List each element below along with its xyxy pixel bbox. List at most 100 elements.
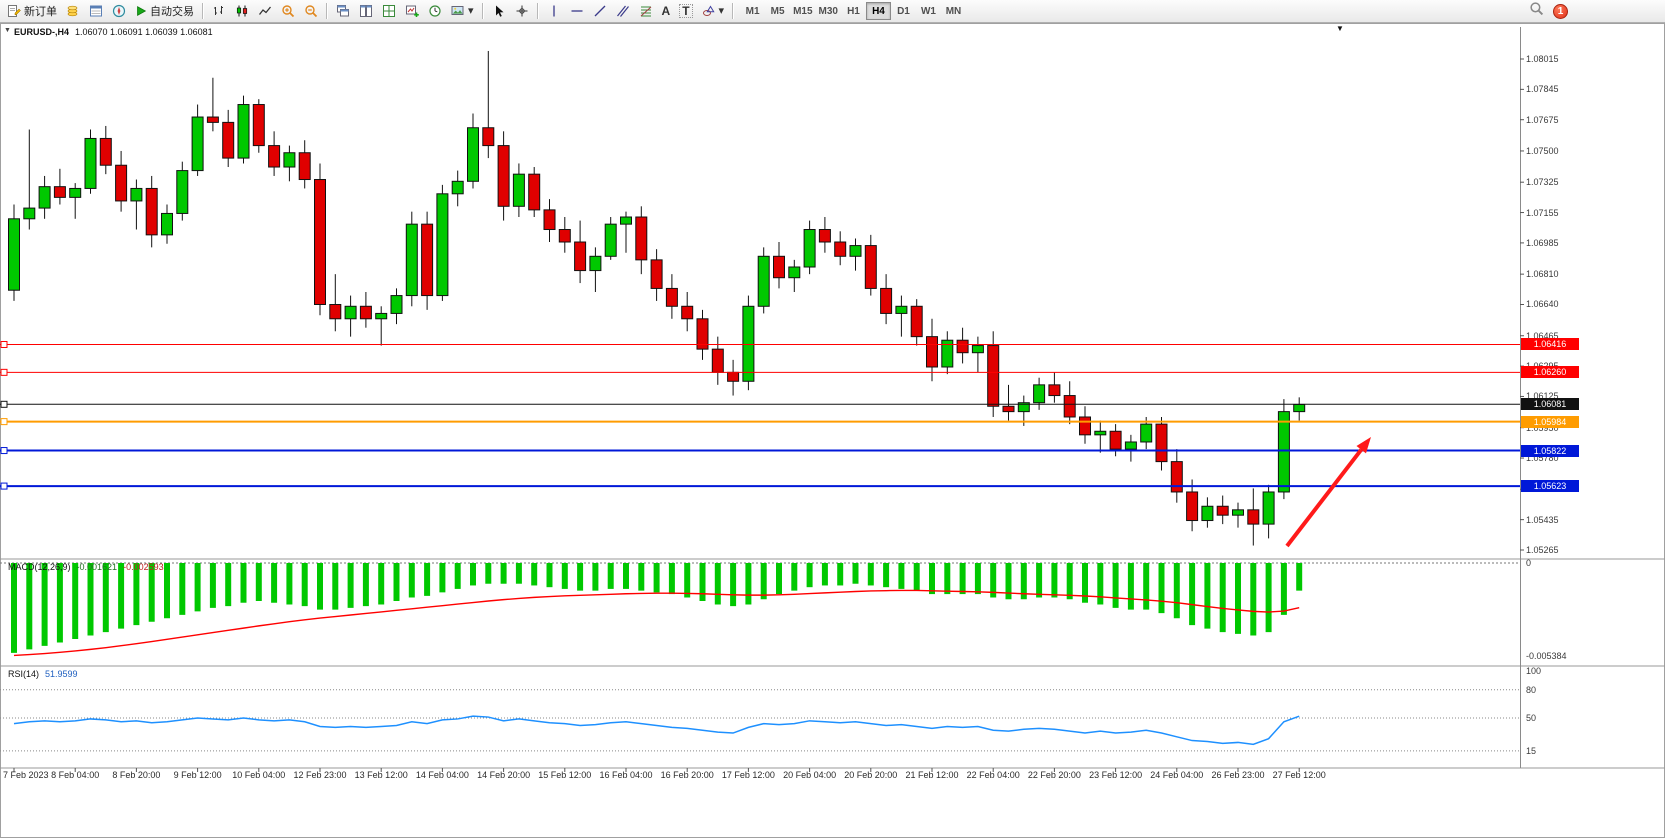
zoom-out-button[interactable] (300, 1, 322, 21)
candle-down (53, 186, 66, 198)
auto-trading-label: 自动交易 (150, 6, 194, 18)
candle-up (161, 212, 173, 236)
candle-up (512, 173, 525, 207)
notification-badge[interactable]: 1 (1553, 3, 1568, 19)
new-chart-plus-icon (405, 4, 419, 18)
candle-up (84, 137, 97, 189)
tile-windows-button[interactable] (355, 1, 377, 21)
candle-down (864, 245, 877, 289)
candle-up (589, 255, 602, 272)
market-watch-button[interactable] (62, 1, 84, 21)
candle-up (69, 187, 82, 198)
candle-down (329, 303, 342, 320)
price-line-handle[interactable] (0, 340, 8, 348)
trendline-icon (593, 4, 607, 18)
price-line-handle[interactable] (0, 368, 8, 376)
horizontal-line-icon (570, 4, 584, 18)
price-line-handle[interactable] (0, 418, 8, 426)
candle-down (252, 104, 265, 147)
toolbar-separator (732, 3, 735, 19)
timeframe-button-M1[interactable]: M1 (745, 5, 760, 17)
grid-button[interactable] (378, 1, 400, 21)
timeframe-button-M5[interactable]: M5 (770, 5, 785, 17)
candle-up (436, 193, 449, 297)
grid-icon (382, 4, 396, 18)
timeframe-button-H4[interactable]: H4 (865, 2, 891, 20)
candle-down (558, 229, 571, 243)
line-chart-button[interactable] (254, 1, 276, 21)
price-line-handle[interactable] (0, 482, 8, 490)
cursor-button[interactable] (488, 1, 510, 21)
data-window-button[interactable] (85, 1, 107, 21)
candle-down (910, 305, 923, 338)
zoom-in-button[interactable] (277, 1, 299, 21)
candle-down (1216, 505, 1229, 516)
navigator-button[interactable] (108, 1, 130, 21)
timeframe-button-MN[interactable]: MN (945, 5, 962, 17)
candle-down (635, 216, 648, 261)
bar-chart-button[interactable] (208, 1, 230, 21)
channel-icon (616, 4, 630, 18)
chart-plot-area[interactable] (0, 23, 1665, 838)
candle-up (467, 127, 479, 182)
candle-down (1002, 405, 1015, 413)
candlestick-chart-button[interactable] (231, 1, 253, 21)
fibonacci-button[interactable] (635, 1, 657, 21)
candle-down (1155, 423, 1168, 463)
candle-down (115, 164, 128, 202)
candle-up (38, 186, 51, 209)
candle-up (1262, 491, 1275, 525)
arrow-annotation-head[interactable] (1356, 437, 1371, 454)
candle-up (895, 305, 908, 314)
channel-button[interactable] (612, 1, 634, 21)
candle-down (1079, 416, 1091, 436)
template-image-icon (451, 4, 465, 18)
text-button[interactable]: A (658, 1, 675, 21)
shapes-button[interactable]: ▾ (698, 1, 729, 21)
candle-up (788, 266, 801, 279)
shapes-icon (702, 4, 716, 18)
candle-up (1293, 403, 1306, 413)
timeframe-button-W1[interactable]: W1 (920, 5, 936, 17)
trendline-button[interactable] (589, 1, 611, 21)
price-line-handle[interactable] (0, 400, 8, 408)
candle-up (191, 116, 204, 172)
arrow-annotation[interactable] (1285, 448, 1363, 548)
vertical-line-button[interactable] (543, 1, 565, 21)
timeframe-button-M30[interactable]: M30 (818, 5, 838, 17)
candle-up (283, 152, 296, 168)
candle-down (543, 209, 556, 231)
timeframe-button-D1[interactable]: D1 (897, 5, 910, 17)
candle-down (665, 287, 678, 307)
fibonacci-icon (639, 4, 653, 18)
toolbar-separator (326, 3, 328, 19)
auto-trading-button[interactable]: 自动交易 (131, 1, 198, 21)
candle-down (528, 173, 541, 211)
candle-down (268, 145, 281, 168)
search-icon[interactable] (1529, 1, 1544, 21)
candle-down (834, 241, 847, 257)
price-line-handle[interactable] (0, 447, 8, 455)
timeframe-button-M15[interactable]: M15 (793, 5, 813, 17)
new-chart-button[interactable] (401, 1, 423, 21)
template-button[interactable]: ▾ (447, 1, 478, 21)
candle-down (650, 259, 663, 289)
navigator-compass-icon (112, 4, 126, 18)
new-order-icon (7, 4, 21, 18)
candle-up (130, 187, 143, 202)
candle-down (206, 116, 219, 123)
crosshair-button[interactable] (511, 1, 533, 21)
label-button[interactable]: T (675, 1, 696, 21)
data-window-icon (89, 4, 103, 18)
market-watch-icon (66, 4, 80, 18)
timeframe-button-H1[interactable]: H1 (847, 5, 860, 17)
horizontal-line-button[interactable] (566, 1, 588, 21)
macd-signal-line (13, 589, 1300, 657)
candle-up (1017, 402, 1030, 413)
new-order-button[interactable]: 新订单 (3, 1, 61, 21)
toolbar-separator (481, 3, 484, 19)
tile-windows-icon (359, 4, 373, 18)
period-button[interactable] (424, 1, 446, 21)
cascade-windows-button[interactable] (332, 1, 354, 21)
rsi-line (13, 715, 1300, 746)
